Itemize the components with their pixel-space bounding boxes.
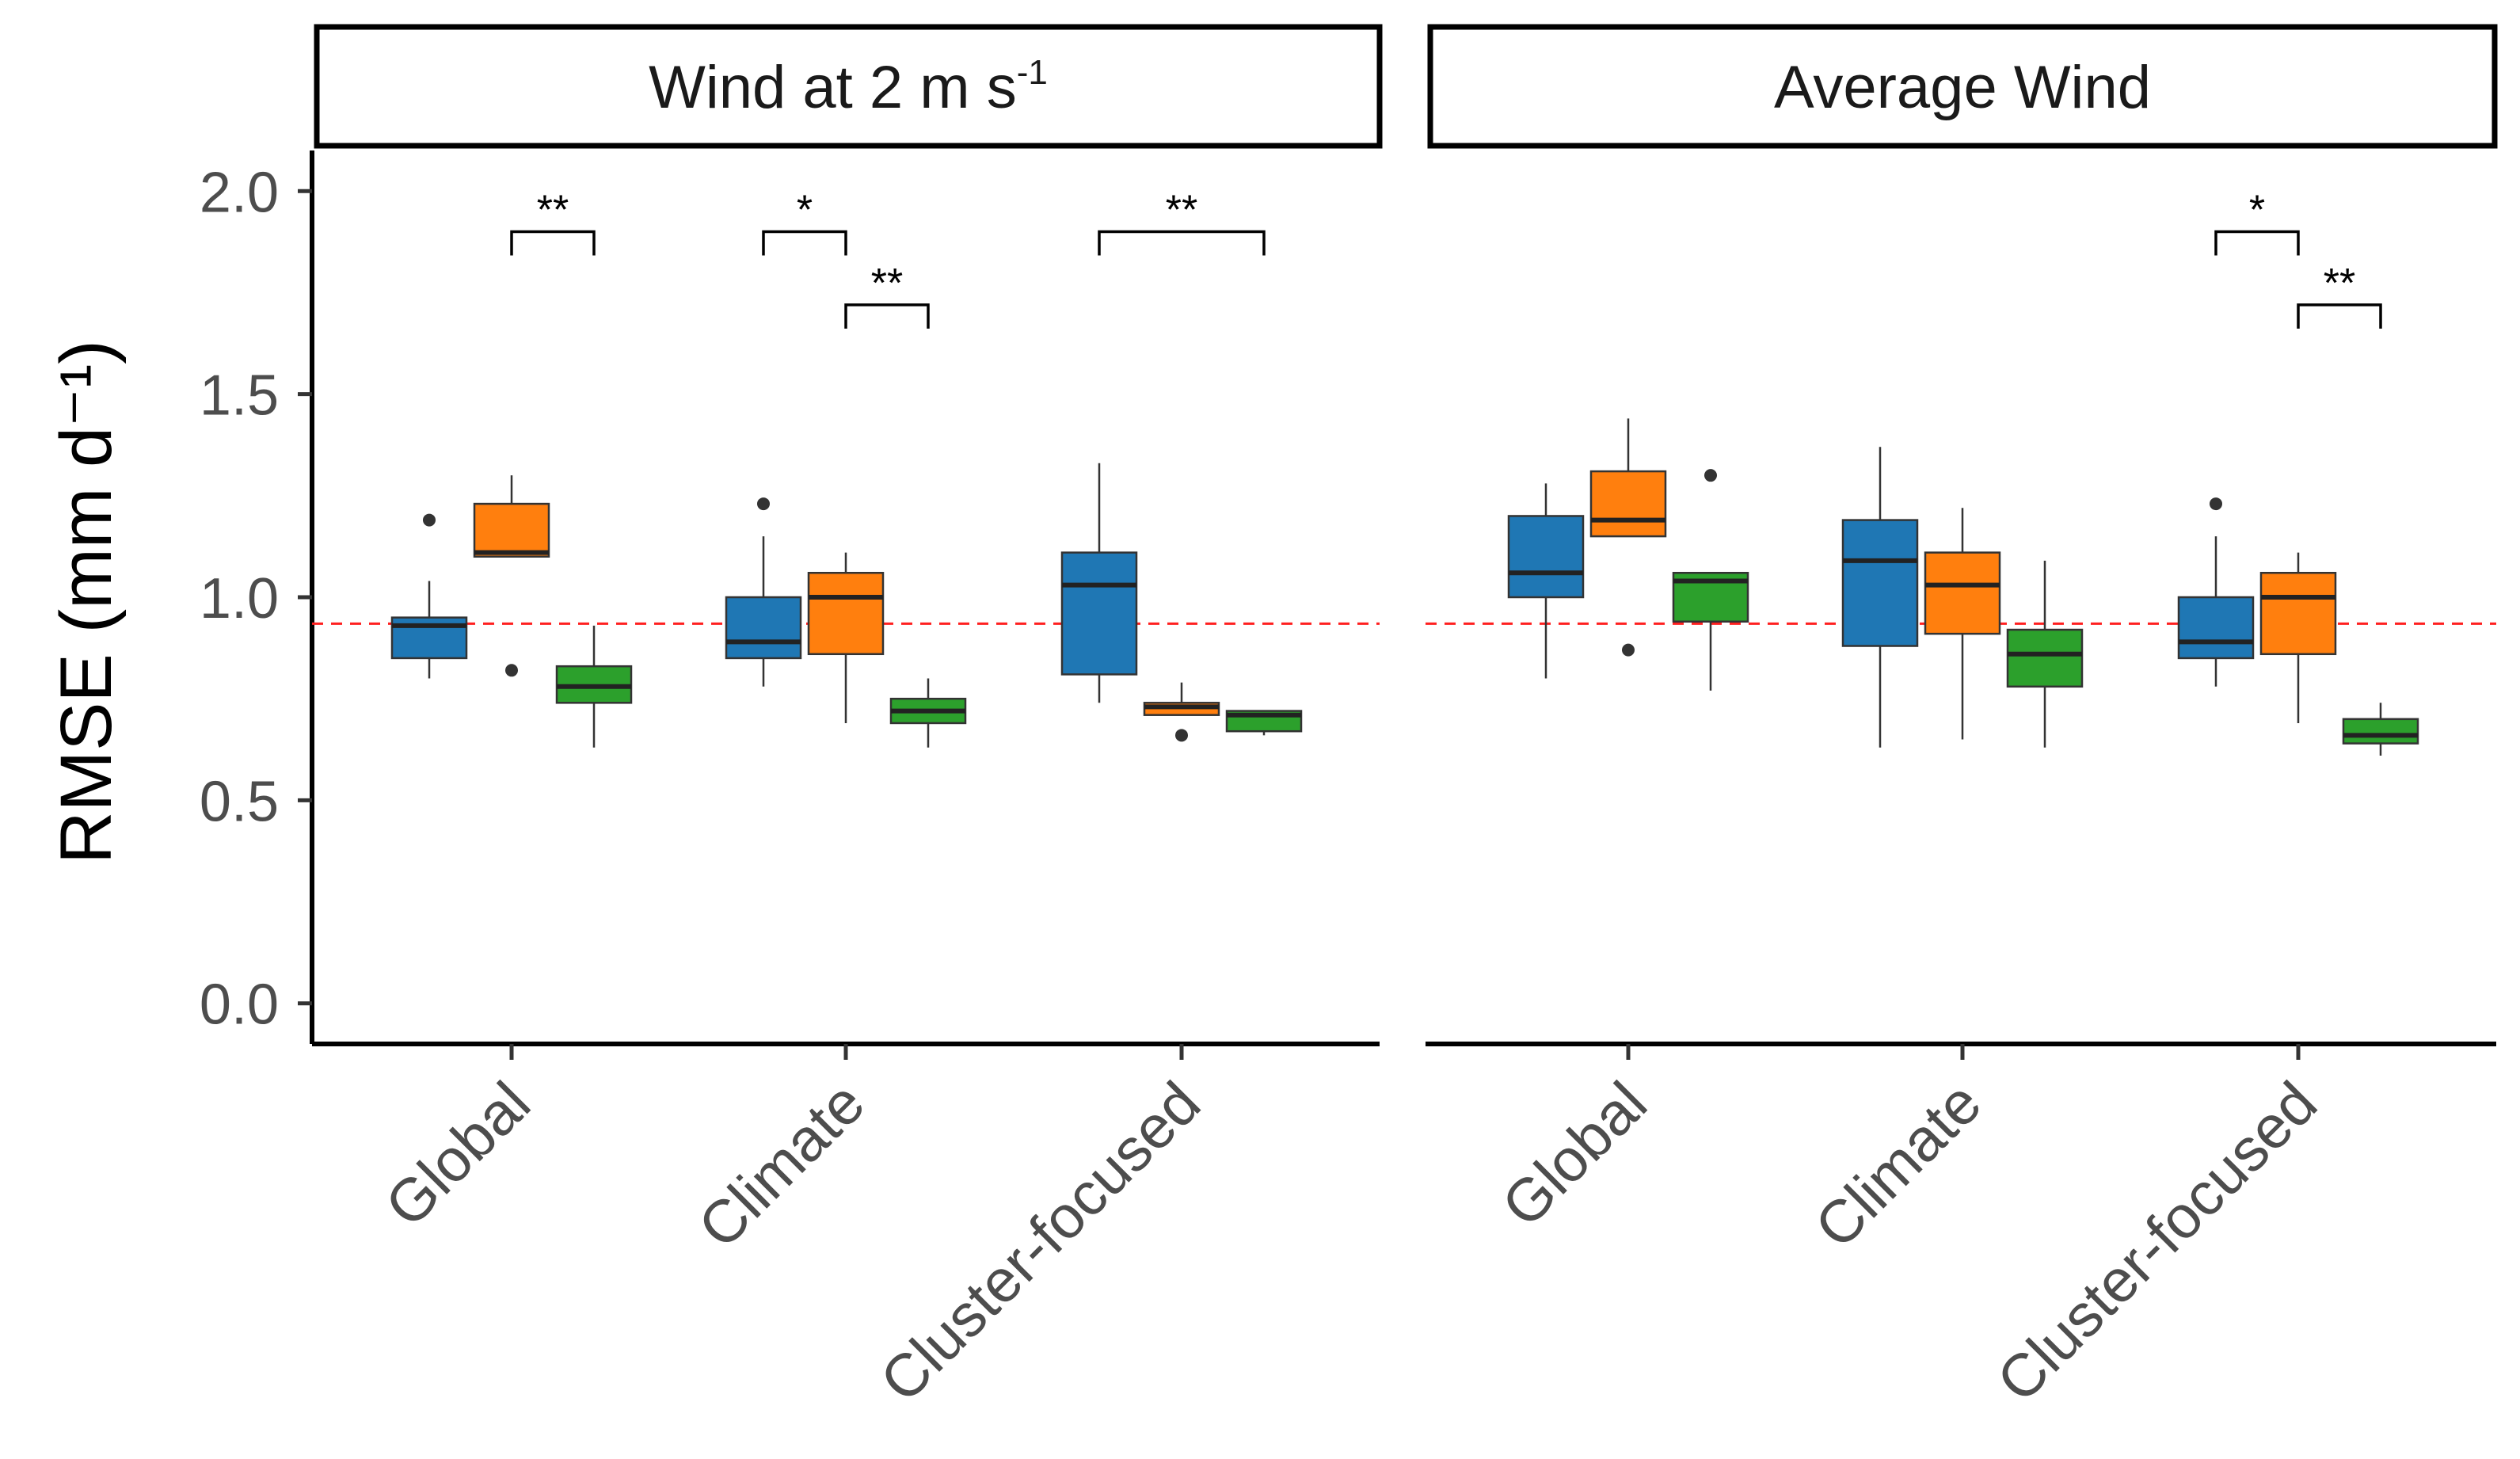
x-tick-label: Cluster-focused (868, 1069, 1213, 1415)
y-axis: 0.0 0.5 1.0 1.5 2.0 (200, 150, 314, 1044)
significance-bracket: * (2214, 188, 2300, 256)
box-body (2342, 718, 2419, 745)
box-3 (1225, 710, 1303, 736)
box-1 (1507, 483, 1585, 679)
y-tick-label: 0.0 (200, 973, 279, 1037)
panel-title: Average Wind (1774, 54, 2151, 121)
y-tick-label: 1.5 (200, 364, 279, 428)
box-body (1841, 519, 1919, 647)
box-2 (1924, 508, 2001, 740)
box-body (2177, 596, 2255, 660)
outlier-point (505, 664, 518, 677)
box-3 (2006, 560, 2084, 748)
x-tick-label: Global (1490, 1069, 1660, 1240)
outlier-point (757, 497, 770, 511)
significance-bracket: ** (510, 188, 596, 256)
panel-2: Average Wind Global ClimateCluster-focused… (1426, 24, 2498, 1415)
bracket-line (762, 230, 847, 256)
box-2 (1589, 418, 1667, 657)
bracket-line (2214, 230, 2300, 256)
y-axis-label: RMSE (mm d⁻¹) (46, 340, 127, 864)
significance-bracket: ** (1098, 188, 1266, 256)
box-2 (2259, 552, 2337, 723)
box-1 (725, 497, 802, 687)
box-body (1060, 551, 1138, 676)
box-body (1924, 551, 2001, 635)
box-3 (555, 625, 633, 748)
outlier-point (2210, 497, 2222, 511)
box-body (1589, 470, 1667, 538)
significance-label: * (797, 188, 813, 234)
box-body (1507, 515, 1585, 599)
panel-title: Wind at 2 m s-1 (649, 53, 1048, 121)
outlier-point (423, 513, 436, 527)
significance-bracket: * (762, 188, 847, 256)
significance-label: * (2249, 188, 2265, 234)
significance-label: ** (1166, 188, 1197, 234)
significance-bracket: ** (2297, 261, 2382, 329)
outlier-point (1175, 729, 1188, 742)
x-tick-label: Climate (686, 1069, 877, 1261)
x-tick-label: Climate (1802, 1069, 1994, 1261)
y-tick-label: 2.0 (200, 161, 279, 224)
significance-label: ** (2324, 261, 2355, 307)
box-body (473, 502, 550, 558)
significance-bracket: ** (844, 261, 930, 329)
box-1 (2177, 497, 2255, 687)
box-2 (473, 475, 550, 677)
box-3 (1672, 469, 1749, 691)
significance-label: ** (537, 188, 569, 234)
box-1 (1060, 463, 1138, 703)
box-3 (2342, 703, 2419, 756)
significance-label: ** (871, 261, 903, 307)
box-2 (807, 552, 885, 723)
box-3 (889, 678, 967, 748)
panel-strip (1427, 24, 2498, 149)
x-tick-label: Cluster-focused (1985, 1069, 2330, 1415)
outlier-point (1622, 643, 1635, 657)
y-tick-label: 0.5 (200, 770, 279, 833)
bracket-line (844, 303, 930, 329)
panel-1: Wind at 2 m s-1 Global ClimateCluster-focu… (312, 24, 1383, 1415)
box-body (2006, 628, 2084, 688)
box-body (807, 571, 885, 656)
bracket-line (2297, 303, 2382, 329)
x-tick-label: Global (373, 1069, 543, 1240)
panel-strip (314, 24, 1383, 149)
box-1 (390, 513, 468, 679)
bracket-line (1098, 230, 1266, 256)
y-tick-label: 1.0 (200, 567, 279, 630)
box-body (2259, 571, 2337, 656)
box-body (725, 596, 802, 660)
bracket-line (510, 230, 596, 256)
box-1 (1841, 447, 1919, 748)
box-2 (1143, 682, 1220, 742)
outlier-point (1704, 469, 1717, 482)
